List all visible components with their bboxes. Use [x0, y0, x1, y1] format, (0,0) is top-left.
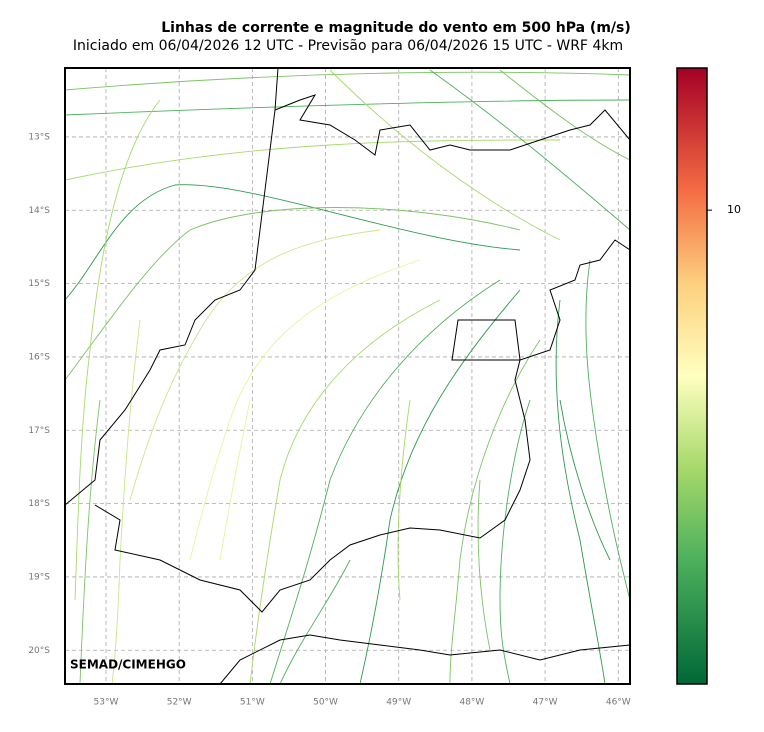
x-tick-label: 49°W	[386, 698, 411, 708]
x-tick-label: 50°W	[313, 698, 338, 708]
y-tick-label: 17°S	[28, 426, 50, 436]
y-tick-label: 15°S	[28, 279, 50, 289]
x-tick-label: 48°W	[459, 698, 484, 708]
credit: SEMAD/CIMEHGO	[70, 658, 186, 672]
x-tick-label: 53°W	[94, 698, 119, 708]
title: Linhas de corrente e magnitude do vento …	[161, 20, 631, 36]
y-tick-label: 14°S	[28, 206, 50, 216]
colorbar-ticks: 10	[707, 203, 741, 216]
subtitle: Iniciado em 06/04/2026 12 UTC - Previsão…	[73, 38, 623, 54]
colorbar	[676, 67, 708, 685]
y-tick-label: 19°S	[28, 572, 50, 582]
y-tick-label: 16°S	[28, 352, 50, 362]
y-tick-label: 18°S	[28, 499, 50, 509]
streamlines	[65, 69, 630, 684]
grid	[65, 68, 630, 684]
borders	[65, 68, 630, 684]
y-tick-label: 13°S	[28, 132, 50, 142]
y-tick-label: 20°S	[28, 646, 50, 656]
map-frame	[64, 67, 631, 685]
x-tick-label: 51°W	[240, 698, 265, 708]
x-tick-label: 47°W	[533, 698, 558, 708]
colorbar-tick-label: 10	[727, 203, 741, 216]
x-tick-label: 46°W	[606, 698, 631, 708]
x-tick-label: 52°W	[167, 698, 192, 708]
